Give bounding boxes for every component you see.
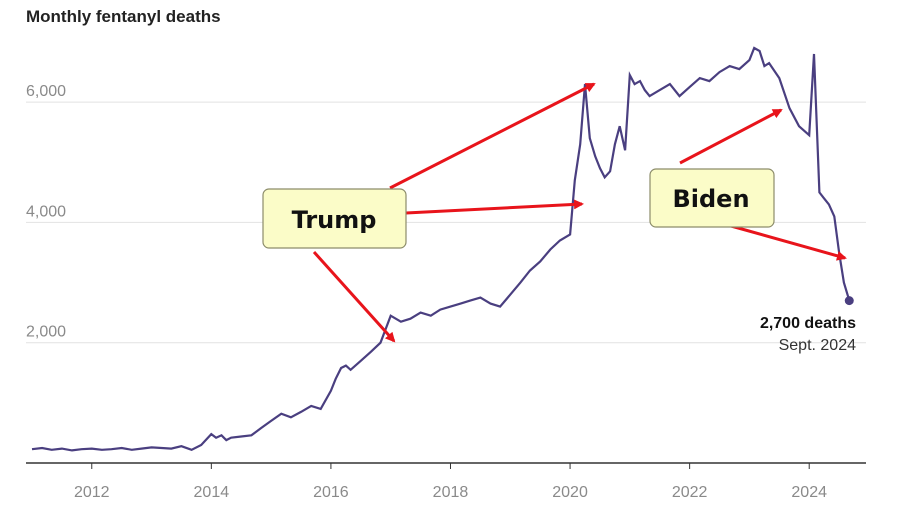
y-axis-tick-labels: 2,000 4,000 6,000 xyxy=(26,83,66,341)
y-tick-label: 2,000 xyxy=(26,324,66,341)
trump-arrow-to-2017 xyxy=(312,250,396,343)
end-point-marker xyxy=(844,296,854,306)
x-tick-label: 2018 xyxy=(433,484,469,501)
end-point-value-label: 2,700 deaths xyxy=(760,315,856,332)
chart-title: Monthly fentanyl deaths xyxy=(26,7,221,26)
trump-callout-label: Trump xyxy=(292,206,377,234)
biden-callout-label: Biden xyxy=(672,185,749,213)
y-tick-label: 4,000 xyxy=(26,203,66,220)
x-tick-label: 2016 xyxy=(313,484,349,501)
trump-arrow-to-2020-peak xyxy=(389,82,596,190)
y-tick-label: 6,000 xyxy=(26,83,66,100)
x-tick-label: 2022 xyxy=(672,484,708,501)
x-tick-label: 2014 xyxy=(194,484,230,501)
end-point-date-label: Sept. 2024 xyxy=(779,337,857,354)
x-tick-label: 2012 xyxy=(74,484,110,501)
biden-annotation: Biden xyxy=(649,108,847,261)
trump-annotation: Trump xyxy=(262,82,596,343)
series-line xyxy=(31,46,851,452)
biden-callout-box xyxy=(649,168,775,228)
x-tick-label: 2024 xyxy=(791,484,827,501)
x-axis-tick-labels: 2012 2014 2016 2018 2020 2022 2024 xyxy=(74,463,827,501)
x-tick-label: 2020 xyxy=(552,484,588,501)
biden-arrow-to-2023-peak xyxy=(679,108,783,165)
trump-arrow-to-2020-rise xyxy=(405,199,584,215)
biden-arrow-to-2024-decline xyxy=(730,224,847,261)
trump-callout-box xyxy=(262,188,407,249)
